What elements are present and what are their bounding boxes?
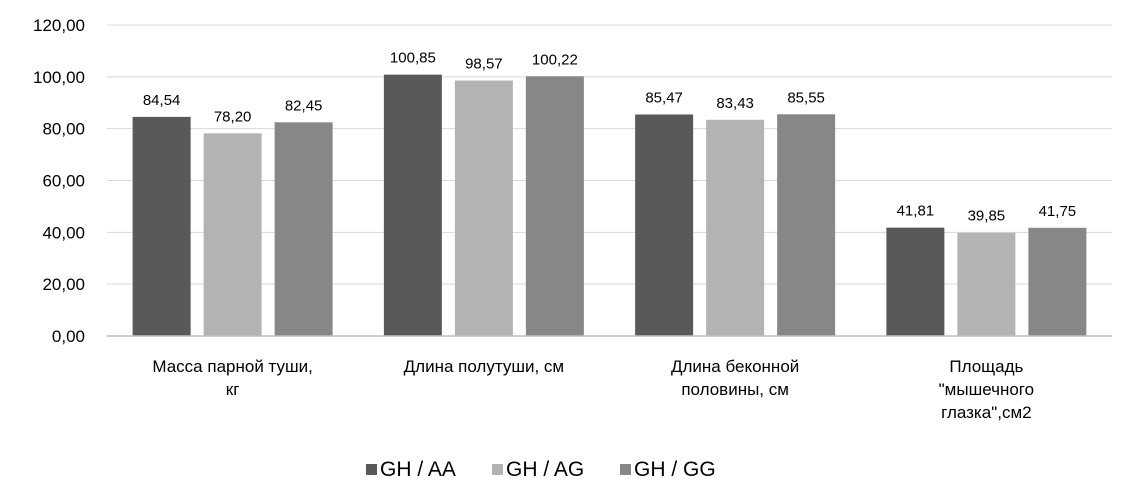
data-label: 84,54 bbox=[143, 92, 181, 109]
data-label: 100,85 bbox=[390, 50, 436, 67]
bar bbox=[1028, 227, 1087, 336]
data-label: 39,85 bbox=[968, 208, 1006, 225]
category-label: половины, см bbox=[681, 380, 789, 399]
legend-label: GH / GG bbox=[634, 458, 716, 481]
data-label: 85,47 bbox=[645, 89, 683, 106]
data-label: 41,81 bbox=[897, 203, 935, 220]
y-axis-ticks: 0,00 20,00 40,00 60,00 80,00 100,00 120,00 bbox=[33, 16, 85, 346]
y-tick-label: 60,00 bbox=[42, 172, 85, 191]
bar bbox=[777, 114, 836, 336]
bar bbox=[454, 80, 513, 336]
legend-swatch bbox=[492, 464, 503, 475]
y-tick-label: 120,00 bbox=[33, 16, 85, 35]
bar bbox=[132, 116, 191, 336]
category-label: глазка",см2 bbox=[941, 403, 1031, 422]
legend-label: GH / AA bbox=[380, 458, 456, 481]
category-label: Длина беконной bbox=[671, 357, 799, 376]
y-tick-label: 40,00 bbox=[42, 223, 85, 242]
category-label: Площадь bbox=[949, 357, 1023, 376]
category-label: кг bbox=[226, 380, 240, 399]
bars: 84,54 78,20 82,45 100,85 98,57 100,22 85,47 83,… bbox=[132, 50, 1087, 337]
category-label: Длина полутуши, см bbox=[404, 357, 564, 376]
data-label: 82,45 bbox=[285, 97, 323, 114]
bar bbox=[383, 74, 442, 336]
data-label: 85,55 bbox=[787, 89, 825, 106]
bar bbox=[957, 232, 1016, 336]
y-tick-label: 0,00 bbox=[52, 327, 85, 346]
data-label: 41,75 bbox=[1039, 203, 1077, 220]
y-tick-label: 20,00 bbox=[42, 275, 85, 294]
data-label: 98,57 bbox=[465, 56, 503, 73]
bar bbox=[635, 114, 694, 336]
bar bbox=[203, 133, 262, 336]
legend-swatch bbox=[366, 464, 377, 475]
y-tick-label: 80,00 bbox=[42, 120, 85, 139]
legend: GH / AA GH / AG GH / GG bbox=[366, 458, 716, 481]
gridlines bbox=[107, 24, 1112, 285]
category-label: Масса парной туши, bbox=[152, 357, 313, 376]
category-label: "мышечного bbox=[939, 380, 1034, 399]
data-label: 83,43 bbox=[716, 95, 754, 112]
bar bbox=[886, 227, 945, 336]
legend-swatch bbox=[620, 464, 631, 475]
legend-label: GH / AG bbox=[506, 458, 584, 481]
data-label: 100,22 bbox=[532, 51, 578, 68]
bar bbox=[274, 122, 333, 337]
data-label: 78,20 bbox=[214, 108, 252, 125]
bar bbox=[525, 76, 584, 336]
y-tick-label: 100,00 bbox=[33, 68, 85, 87]
category-labels: Масса парной туши, кг Длина полутуши, см Дл… bbox=[152, 357, 1034, 422]
bar bbox=[706, 119, 765, 336]
